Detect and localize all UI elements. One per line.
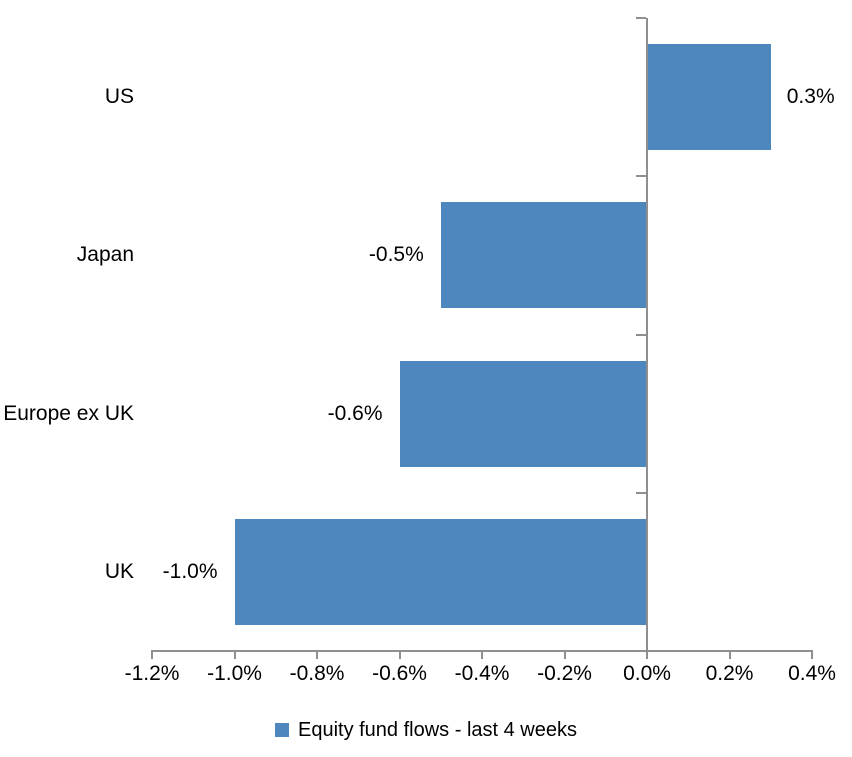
y-axis-tick xyxy=(636,491,646,494)
category-label-japan: Japan xyxy=(76,243,134,267)
x-tick-label: -1.0% xyxy=(207,662,262,685)
category-label-europe-ex-uk: Europe ex UK xyxy=(3,401,134,425)
x-axis-tick xyxy=(481,651,483,659)
y-axis-tick xyxy=(636,650,646,652)
x-tick-label: -0.4% xyxy=(454,662,510,685)
legend-swatch-icon xyxy=(274,723,289,737)
value-label-us: 0.3% xyxy=(786,85,835,109)
bar-europe-ex-uk xyxy=(399,360,647,467)
category-label-us: US xyxy=(104,85,134,109)
x-tick-label: 0.4% xyxy=(788,662,836,685)
value-label-europe-ex-uk: -0.6% xyxy=(327,401,383,425)
x-axis-tick xyxy=(811,651,813,659)
x-axis-tick xyxy=(151,651,153,659)
x-axis-tick xyxy=(563,651,566,659)
y-axis-line xyxy=(646,18,648,659)
y-axis-tick xyxy=(636,175,646,178)
bar-uk xyxy=(234,518,647,625)
value-label-japan: -0.5% xyxy=(368,243,424,267)
bar-us xyxy=(647,44,771,151)
x-tick-label: -1.2% xyxy=(124,662,180,685)
x-axis-tick xyxy=(398,651,401,659)
x-tick-label: -0.8% xyxy=(289,662,345,685)
x-tick-label: 0.2% xyxy=(705,662,754,685)
bar-japan xyxy=(440,202,647,309)
x-tick-label: -0.2% xyxy=(537,662,592,685)
y-axis-tick xyxy=(636,333,646,336)
x-tick-label: -0.6% xyxy=(372,662,427,685)
y-axis-tick xyxy=(636,17,646,19)
x-tick-label: 0.0% xyxy=(623,662,671,685)
x-axis-tick xyxy=(728,651,731,659)
legend: Equity fund flows - last 4 weeks xyxy=(0,717,852,743)
value-label-uk: -1.0% xyxy=(162,559,218,583)
x-axis-tick xyxy=(316,651,318,659)
category-label-uk: UK xyxy=(104,559,134,583)
x-axis-tick xyxy=(233,651,236,659)
legend-label: Equity fund flows - last 4 weeks xyxy=(297,718,577,741)
